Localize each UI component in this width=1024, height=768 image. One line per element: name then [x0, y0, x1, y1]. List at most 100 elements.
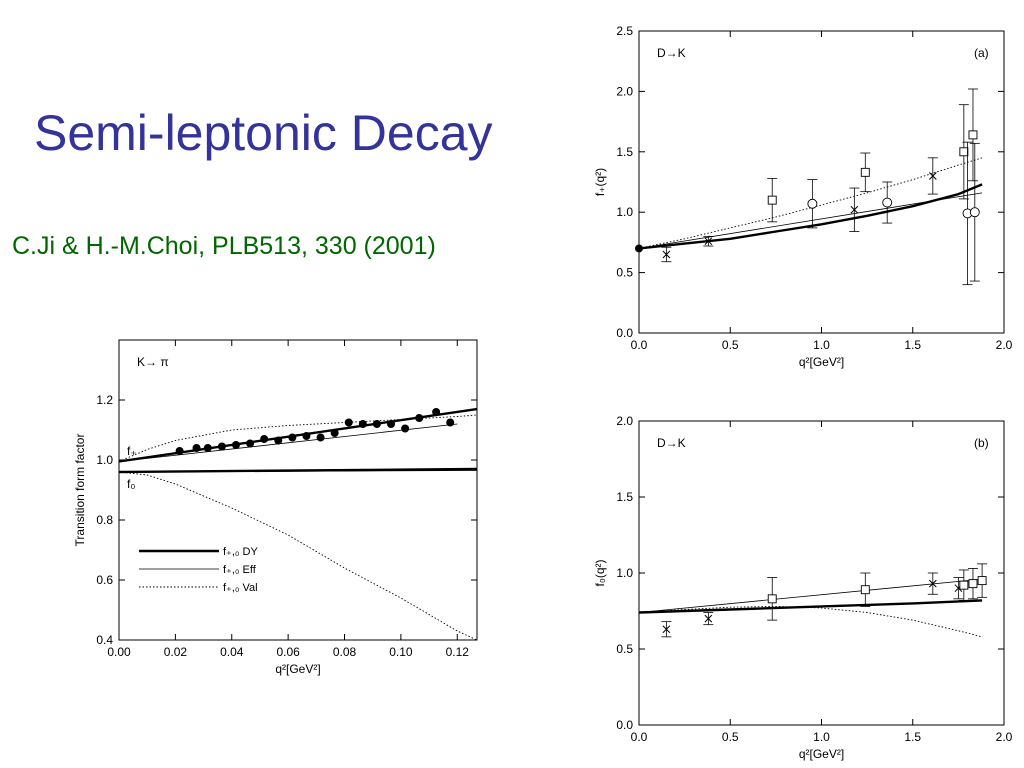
- x-tick-label: 2.0: [996, 730, 1013, 744]
- process-label: D→K: [657, 436, 686, 450]
- y-tick-label: 0.6: [96, 573, 113, 587]
- y-tick-label: 0.5: [616, 642, 633, 656]
- y-tick-label: 1.2: [96, 393, 113, 407]
- data-point: [704, 614, 713, 623]
- y-tick-label: 0.5: [616, 266, 633, 280]
- series-line-thick: [639, 599, 983, 614]
- data-point: [850, 205, 859, 214]
- data-point: [928, 172, 937, 180]
- series-line-thin: [639, 192, 983, 249]
- x-tick-label: 1.5: [904, 338, 921, 352]
- y-tick-label: 0.0: [616, 718, 633, 732]
- y-tick-label: 1.0: [616, 205, 633, 219]
- chart-dk-a: 0.0 0.5 1.0 1.5 2.0 0.0 0.5 1.0 1.5 2.0 2.5 q²[GeV²…: [593, 24, 1013, 369]
- data-point: [968, 579, 978, 589]
- data-point: [767, 195, 777, 205]
- y-tick-label: 2.0: [616, 414, 633, 428]
- x-tick-label: 0.5: [722, 730, 739, 744]
- data-point: [330, 429, 339, 437]
- data-point: [260, 435, 269, 443]
- data-point: [175, 447, 184, 455]
- data-point: [372, 420, 381, 428]
- slide-title: Semi-leptonic Decay: [34, 105, 493, 161]
- data-point: [203, 444, 212, 452]
- data-point: [358, 420, 367, 428]
- data-point: [977, 576, 987, 586]
- data-point: [316, 433, 325, 442]
- curve-label: f₊: [127, 444, 137, 458]
- y-tick-label: 0.0: [616, 326, 633, 340]
- y-tick-label: 2.0: [616, 84, 633, 98]
- plot-frame: [638, 30, 1005, 334]
- x-tick-label: 0.02: [164, 645, 188, 659]
- legend-label: f₊,₀ Eff: [223, 564, 257, 576]
- plot-area: [119, 407, 477, 640]
- legend-label: f₊,₀ DY: [223, 546, 258, 558]
- y-axis-title: Transition form factor: [73, 434, 87, 547]
- data-point: [807, 198, 818, 209]
- x-tick-label: 0.12: [446, 645, 470, 659]
- panel-label: (b): [974, 436, 989, 450]
- x-tick-label: 0.04: [220, 645, 244, 659]
- series-line-thin: [119, 470, 477, 473]
- plot-frame: [638, 420, 1005, 726]
- y-tick-label: 1.0: [96, 453, 113, 467]
- data-point: [767, 594, 777, 604]
- x-tick-label: 0.00: [107, 645, 131, 659]
- x-tick-label: 0.5: [722, 338, 739, 352]
- series-line-thin: [639, 578, 983, 613]
- data-point: [217, 442, 226, 451]
- data-point: [415, 414, 424, 422]
- y-axis-title: f₀(q²): [593, 560, 607, 587]
- series-line-thin: [119, 423, 458, 462]
- y-tick-label: 2.5: [616, 24, 633, 38]
- data-point: [969, 207, 980, 218]
- data-point: [860, 167, 870, 177]
- data-point: [231, 441, 240, 449]
- curve-label: f₀: [127, 477, 135, 491]
- y-tick-label: 0.4: [96, 633, 113, 647]
- y-tick-label: 0.8: [96, 513, 113, 527]
- y-axis-title: f₊(q²): [593, 168, 607, 196]
- chart-dk-b: 0.0 0.5 1.0 1.5 2.0 0.0 0.5 1.0 1.5 2.0 q²[GeV²] f₀…: [593, 414, 1013, 761]
- series-line-dotted: [639, 605, 983, 638]
- process-label: D→K: [657, 46, 686, 60]
- x-tick-label: 0.0: [631, 338, 648, 352]
- data-point: [635, 244, 643, 253]
- chart-k-pi: 0.00 0.02 0.04 0.06 0.08 0.10 0.12 0.4 0.6 0.8 1.0…: [73, 339, 478, 676]
- data-point: [192, 444, 201, 452]
- plot-area: [639, 157, 983, 250]
- x-tick-label: 1.0: [813, 730, 830, 744]
- x-tick-label: 2.0: [996, 338, 1013, 352]
- panel-label: (a): [974, 46, 989, 60]
- data-point: [860, 585, 870, 595]
- data-point: [959, 580, 969, 590]
- citation: C.Ji & H.-M.Choi, PLB513, 330 (2001): [12, 232, 436, 260]
- data-point: [928, 579, 937, 588]
- series-line-thick: [639, 183, 983, 250]
- series-line-dotted: [119, 471, 477, 640]
- data-point: [959, 147, 969, 157]
- data-point: [274, 436, 283, 445]
- y-tick-label: 1.0: [616, 566, 633, 580]
- x-axis-title: q²[GeV²]: [275, 662, 320, 676]
- x-axis-title: q²[GeV²]: [799, 355, 844, 369]
- x-tick-label: 0.08: [333, 645, 357, 659]
- data-point: [968, 130, 978, 140]
- data-point: [432, 408, 441, 416]
- plot-area: [639, 578, 983, 638]
- plot-frame: [118, 339, 478, 641]
- x-tick-label: 0.06: [276, 645, 300, 659]
- process-label: K→ π: [137, 355, 169, 369]
- data-point: [387, 420, 396, 428]
- x-tick-label: 0.10: [389, 645, 413, 659]
- data-point: [288, 433, 297, 442]
- data-point: [401, 424, 410, 433]
- series-line-thick: [119, 407, 477, 463]
- x-axis-title: q²[GeV²]: [799, 747, 844, 761]
- data-point: [246, 439, 255, 448]
- data-point: [662, 250, 671, 259]
- data-point: [446, 418, 455, 427]
- data-point: [704, 237, 713, 246]
- data-point: [344, 418, 353, 427]
